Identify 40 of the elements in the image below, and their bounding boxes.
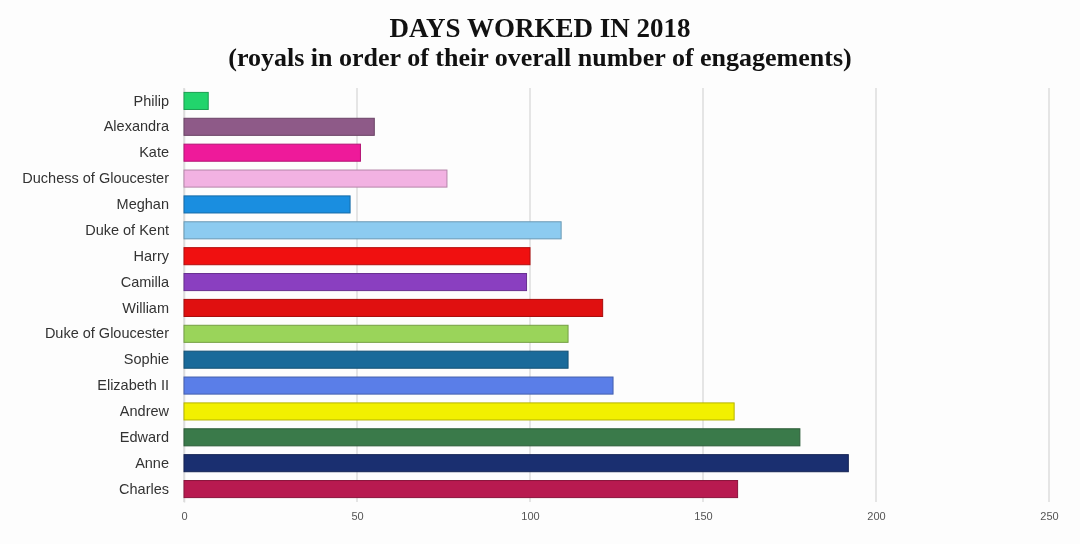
bar: [183, 350, 569, 369]
y-tick-label: Philip: [133, 92, 169, 109]
bar: [183, 247, 531, 266]
y-tick-label: Meghan: [116, 196, 169, 213]
y-tick-label: William: [122, 299, 169, 316]
y-tick-label: Harry: [133, 247, 170, 264]
y-tick-label: Sophie: [123, 351, 169, 368]
bar: [183, 273, 528, 292]
y-tick-label: Charles: [119, 480, 169, 497]
x-tick-label: 250: [1040, 509, 1059, 522]
y-tick-label: Edward: [119, 428, 169, 445]
bar: [183, 454, 849, 473]
x-tick-label: 200: [867, 509, 886, 522]
y-tick-label: Alexandra: [103, 118, 170, 135]
bar: [183, 428, 801, 447]
y-tick-label: Camilla: [120, 273, 170, 290]
y-tick-label: Anne: [135, 454, 169, 471]
chart-title: DAYS WORKED IN 2018: [389, 13, 691, 43]
bar: [183, 143, 361, 162]
bar: [183, 298, 604, 317]
bar: [183, 195, 351, 214]
bar: [183, 480, 739, 499]
y-tick-label: Andrew: [119, 403, 170, 420]
y-tick-label: Duchess of Gloucester: [22, 170, 170, 187]
y-tick-label: Kate: [139, 144, 169, 161]
x-tick-label: 100: [521, 509, 540, 522]
bar: [183, 402, 735, 421]
bar: [183, 91, 209, 110]
y-tick-label: Duke of Kent: [85, 221, 169, 238]
bar: [183, 169, 448, 188]
x-tick-label: 150: [694, 509, 713, 522]
y-tick-label: Duke of Gloucester: [44, 325, 170, 342]
x-tick-label: 50: [351, 509, 364, 522]
bar: [183, 376, 614, 395]
y-tick-label: Elizabeth II: [97, 377, 169, 394]
chart-subtitle: (royals in order of their overall number of engagements): [228, 43, 852, 72]
x-tick-label: 0: [181, 509, 188, 522]
bar: [183, 324, 569, 343]
bar: [183, 117, 375, 136]
bar: [183, 221, 562, 240]
